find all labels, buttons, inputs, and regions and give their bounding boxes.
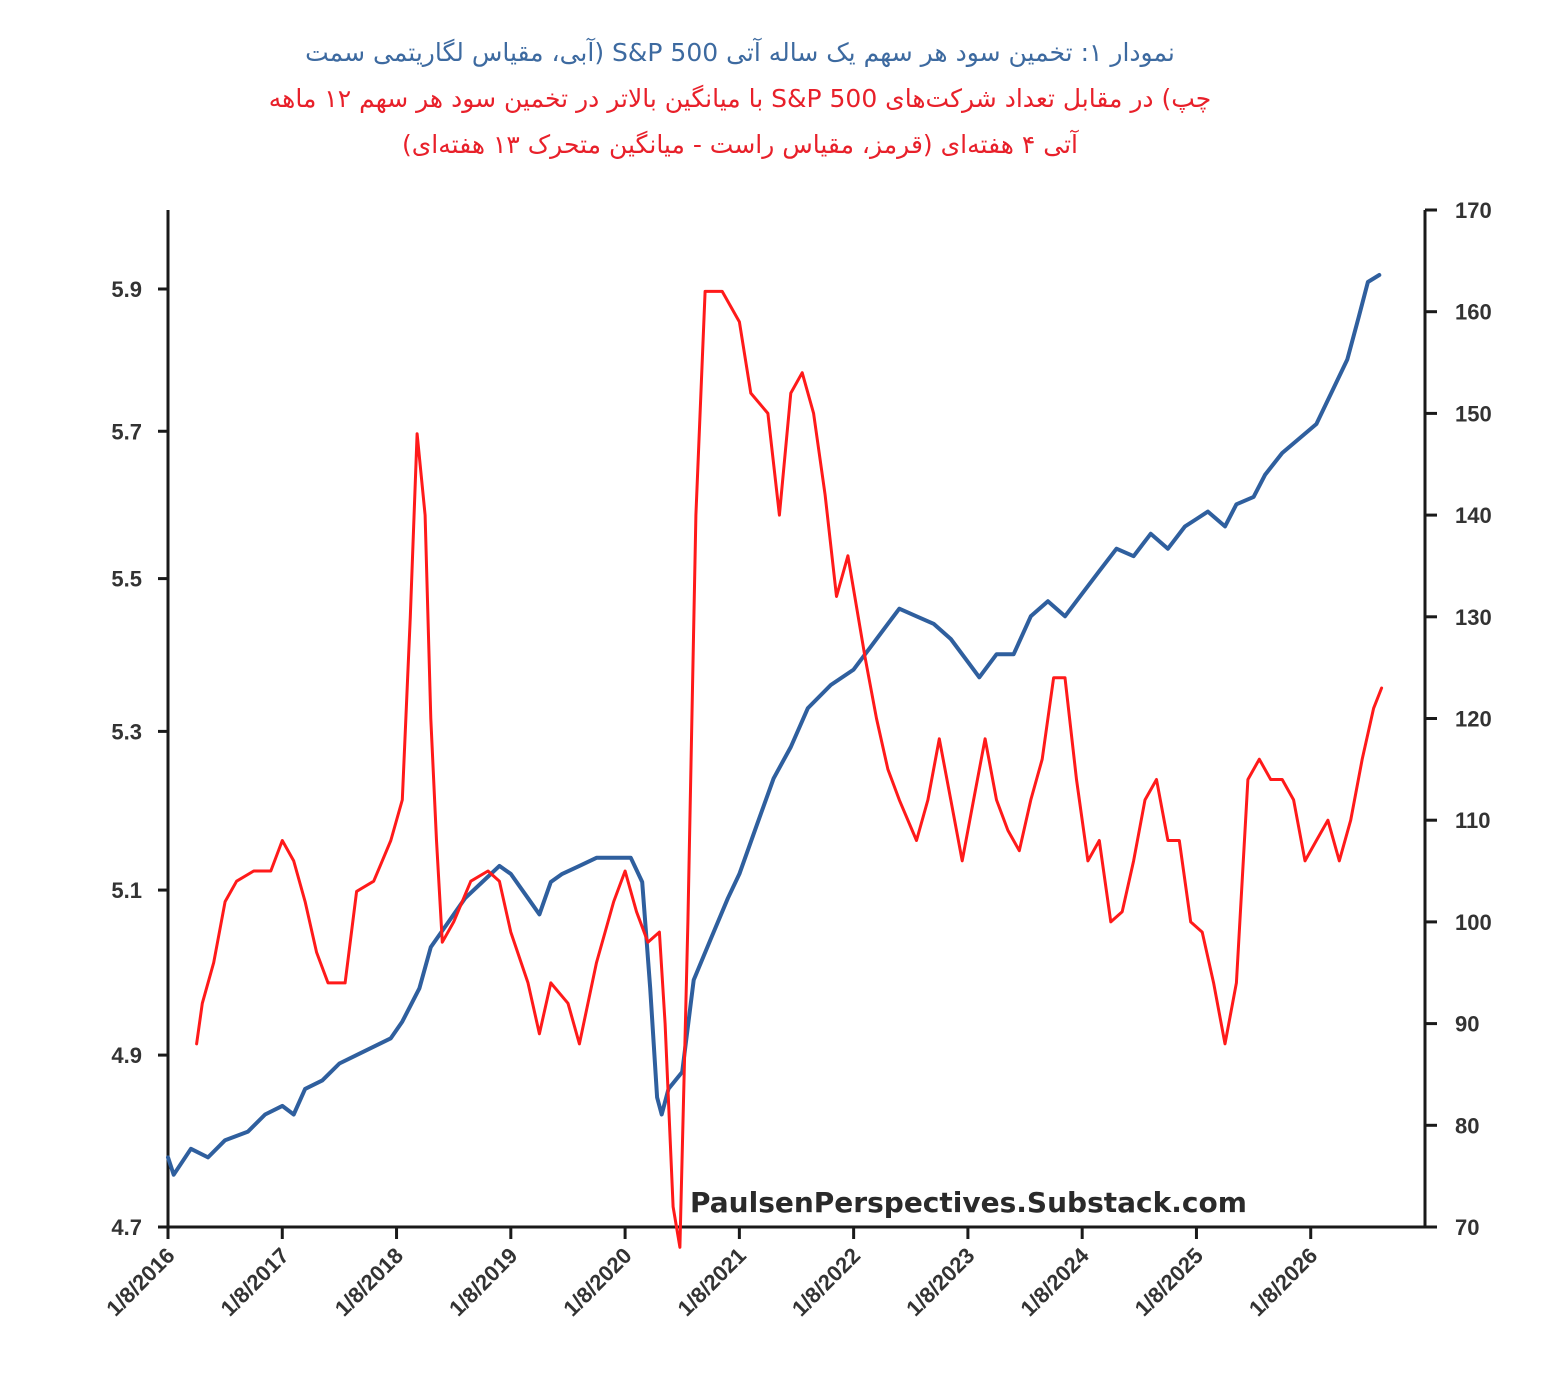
left-tick-label: 5.1 (111, 878, 142, 903)
right-tick-label: 110 (1455, 808, 1491, 833)
x-tick-label: 1/8/2020 (558, 1243, 636, 1321)
right-tick-label: 140 (1455, 503, 1492, 528)
right-tick-label: 160 (1455, 300, 1492, 325)
left-tick-label: 5.7 (111, 419, 142, 444)
x-tick-label: 1/8/2016 (101, 1243, 179, 1321)
x-tick-label: 1/8/2026 (1244, 1243, 1322, 1321)
right-tick-label: 120 (1455, 707, 1492, 732)
blue-series-line (166, 273, 1382, 1177)
red-series-line (195, 289, 1384, 1249)
chart-axes: 4.7 4.9 5.1 5.3 5.5 5.7 5.9 70 80 90 100 110 120 130 1… (101, 198, 1491, 1321)
watermark-text: PaulsenPerspectives.Substack.com (690, 1186, 1247, 1219)
left-tick-label: 4.7 (111, 1215, 142, 1240)
x-tick-label: 1/8/2021 (673, 1243, 751, 1321)
x-tick-label: 1/8/2019 (444, 1243, 522, 1321)
chart-title: نمودار ۱: تخمین سود هر سهم یک ساله آتی S… (140, 30, 1340, 168)
right-tick-label: 70 (1455, 1215, 1479, 1240)
right-tick-label: 80 (1455, 1113, 1479, 1138)
left-tick-label: 5.3 (111, 719, 142, 744)
title-line-2: چپ) در مقابل تعداد شرکت‌های S&P 500 با م… (268, 84, 1212, 113)
x-tick-label: 1/8/2025 (1130, 1243, 1208, 1321)
x-tick-label: 1/8/2018 (330, 1243, 408, 1321)
left-tick-label: 5.5 (111, 567, 142, 592)
left-tick-label: 5.9 (111, 277, 142, 302)
right-tick-label: 90 (1455, 1012, 1479, 1037)
right-tick-label: 150 (1455, 401, 1492, 426)
right-tick-label: 170 (1455, 198, 1492, 223)
left-tick-label: 4.9 (111, 1043, 142, 1068)
chart-series (166, 273, 1384, 1249)
x-tick-label: 1/8/2017 (216, 1243, 294, 1321)
title-line-3: آتی ۴ هفته‌ای (قرمز، مقیاس راست - میانگی… (401, 130, 1078, 159)
right-tick-label: 130 (1455, 605, 1492, 630)
right-tick-label: 100 (1455, 910, 1492, 935)
x-tick-label: 1/8/2022 (787, 1243, 865, 1321)
title-line-1: نمودار ۱: تخمین سود هر سهم یک ساله آتی S… (305, 38, 1175, 67)
x-tick-label: 1/8/2024 (1015, 1242, 1094, 1321)
x-tick-label: 1/8/2023 (901, 1243, 979, 1321)
